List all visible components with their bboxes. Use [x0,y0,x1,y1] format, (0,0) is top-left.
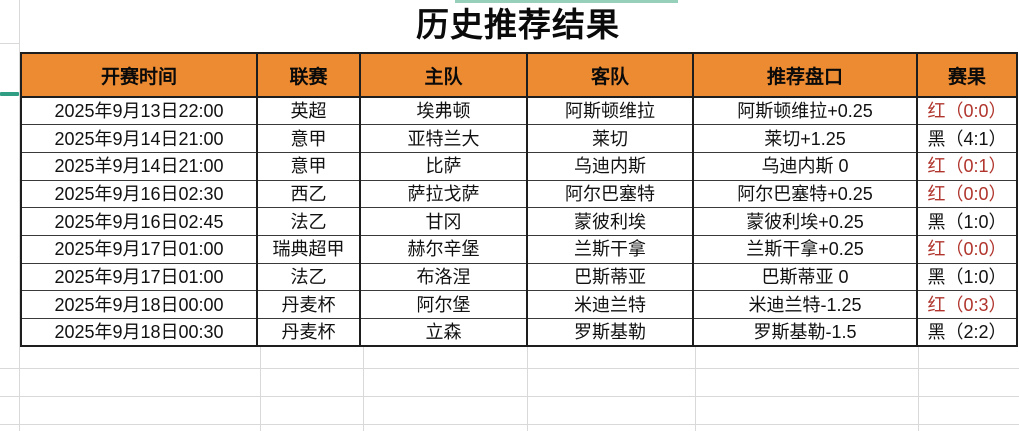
gridline [695,346,696,431]
cell-handicap[interactable]: 兰斯干拿+0.25 [692,234,918,264]
selection-edge-left [0,92,19,96]
cell-handicap[interactable]: 米迪兰特-1.25 [692,290,918,319]
cell-league[interactable]: 意甲 [256,124,361,153]
cell-result[interactable]: 红（0:0） [916,96,1018,126]
cell-result[interactable]: 黑（2:2） [916,318,1018,347]
selection-edge-top [455,0,678,3]
cell-away-team[interactable]: 莱切 [526,124,694,153]
cell-home-team[interactable]: 亚特兰大 [359,124,528,153]
cell-handicap[interactable]: 蒙彼利埃+0.25 [692,207,918,236]
results-table-body: 2025年9月13日22:00 英超 埃弗顿 阿斯顿维拉 阿斯顿维拉+0.25 红（0:0… [20,96,1018,347]
column-header-home-team[interactable]: 主队 [359,52,528,98]
cell-start-time[interactable]: 2025年9月17日01:00 [20,234,258,264]
cell-result[interactable]: 红（0:0） [916,179,1018,209]
table-row: 2025年9月16日02:30 西乙 萨拉戈萨 阿尔巴塞特 阿尔巴塞特+0.25 红（0:… [20,179,1018,209]
cell-home-team[interactable]: 甘冈 [359,207,528,236]
table-row: 2025年9月16日02:45 法乙 甘冈 蒙彼利埃 蒙彼利埃+0.25 黑（1:0） [20,207,1018,236]
cell-handicap[interactable]: 阿斯顿维拉+0.25 [692,96,918,126]
cell-result[interactable]: 黑（4:1） [916,124,1018,153]
column-header-result[interactable]: 赛果 [916,52,1018,98]
cell-handicap[interactable]: 阿尔巴塞特+0.25 [692,179,918,209]
cell-handicap[interactable]: 莱切+1.25 [692,124,918,153]
gridline [260,346,261,431]
cell-home-team[interactable]: 阿尔堡 [359,290,528,319]
cell-start-time[interactable]: 2025年9月16日02:30 [20,179,258,209]
cell-handicap[interactable]: 巴斯蒂亚 0 [692,262,918,292]
page-title: 历史推荐结果 [416,6,620,43]
cell-start-time[interactable]: 2025年9月18日00:00 [20,290,258,319]
cell-home-team[interactable]: 立森 [359,318,528,347]
cell-result[interactable]: 红（0:3） [916,290,1018,319]
cell-home-team[interactable]: 比萨 [359,151,528,181]
cell-handicap[interactable]: 乌迪内斯 0 [692,151,918,181]
gridline [19,0,20,431]
cell-league[interactable]: 丹麦杯 [256,290,361,319]
cell-league[interactable]: 英超 [256,96,361,126]
cell-away-team[interactable]: 兰斯干拿 [526,234,694,264]
cell-away-team[interactable]: 罗斯基勒 [526,318,694,347]
cell-result[interactable]: 黑（1:0） [916,207,1018,236]
cell-home-team[interactable]: 埃弗顿 [359,96,528,126]
table-row: 2025年9月17日01:00 瑞典超甲 赫尔辛堡 兰斯干拿 兰斯干拿+0.25 红（0:… [20,234,1018,264]
cell-away-team[interactable]: 米迪兰特 [526,290,694,319]
results-table: 开赛时间 联赛 主队 客队 推荐盘口 赛果 2025年9月13日22:00 英超埃… [20,52,1018,348]
column-header-start-time[interactable]: 开赛时间 [20,52,258,98]
results-table-header: 开赛时间 联赛 主队 客队 推荐盘口 赛果 [20,52,1018,98]
cell-home-team[interactable]: 布洛涅 [359,262,528,292]
table-row: 2025年9月18日00:00 丹麦杯 阿尔堡 米迪兰特 米迪兰特-1.25 红（0:3） [20,290,1018,319]
cell-start-time[interactable]: 2025年9月13日22:00 [20,96,258,126]
gridline [0,43,19,44]
gridline [0,368,1019,369]
gridline [918,346,919,431]
table-row: 2025年9月17日01:00 法乙 布洛涅 巴斯蒂亚 巴斯蒂亚 0 黑（1:0） [20,262,1018,292]
table-row: 2025年9月18日00:30 丹麦杯 立森 罗斯基勒 罗斯基勒-1.5 黑（2:2） [20,318,1018,347]
cell-away-team[interactable]: 乌迪内斯 [526,151,694,181]
table-row: 2025年9月14日21:00 意甲 亚特兰大 莱切 莱切+1.25 黑（4:1） [20,124,1018,153]
gridline [363,346,364,431]
cell-league[interactable]: 法乙 [256,207,361,236]
cell-home-team[interactable]: 赫尔辛堡 [359,234,528,264]
column-header-league[interactable]: 联赛 [256,52,361,98]
cell-start-time[interactable]: 2025年9月14日21:00 [20,124,258,153]
cell-start-time[interactable]: 2025羊9月14日21:00 [20,151,258,181]
cell-away-team[interactable]: 阿尔巴塞特 [526,179,694,209]
cell-result[interactable]: 红（0:1） [916,151,1018,181]
cell-away-team[interactable]: 蒙彼利埃 [526,207,694,236]
header-row: 开赛时间 联赛 主队 客队 推荐盘口 赛果 [20,52,1018,98]
gridline [527,346,528,431]
gridline [0,424,1019,425]
cell-league[interactable]: 意甲 [256,151,361,181]
cell-start-time[interactable]: 2025年9月17日01:00 [20,262,258,292]
column-header-away-team[interactable]: 客队 [526,52,694,98]
table-row: 2025年9月13日22:00 英超 埃弗顿 阿斯顿维拉 阿斯顿维拉+0.25 红（0:0… [20,96,1018,126]
cell-league[interactable]: 丹麦杯 [256,318,361,347]
cell-away-team[interactable]: 阿斯顿维拉 [526,96,694,126]
column-header-handicap[interactable]: 推荐盘口 [692,52,918,98]
cell-league[interactable]: 瑞典超甲 [256,234,361,264]
gridline [0,396,1019,397]
cell-away-team[interactable]: 巴斯蒂亚 [526,262,694,292]
table-row: 2025羊9月14日21:00 意甲 比萨 乌迪内斯 乌迪内斯 0 红（0:1） [20,151,1018,181]
cell-handicap[interactable]: 罗斯基勒-1.5 [692,318,918,347]
cell-result[interactable]: 红（0:0） [916,234,1018,264]
cell-start-time[interactable]: 2025年9月16日02:45 [20,207,258,236]
cell-result[interactable]: 黑（1:0） [916,262,1018,292]
cell-start-time[interactable]: 2025年9月18日00:30 [20,318,258,347]
cell-league[interactable]: 法乙 [256,262,361,292]
cell-league[interactable]: 西乙 [256,179,361,209]
cell-home-team[interactable]: 萨拉戈萨 [359,179,528,209]
